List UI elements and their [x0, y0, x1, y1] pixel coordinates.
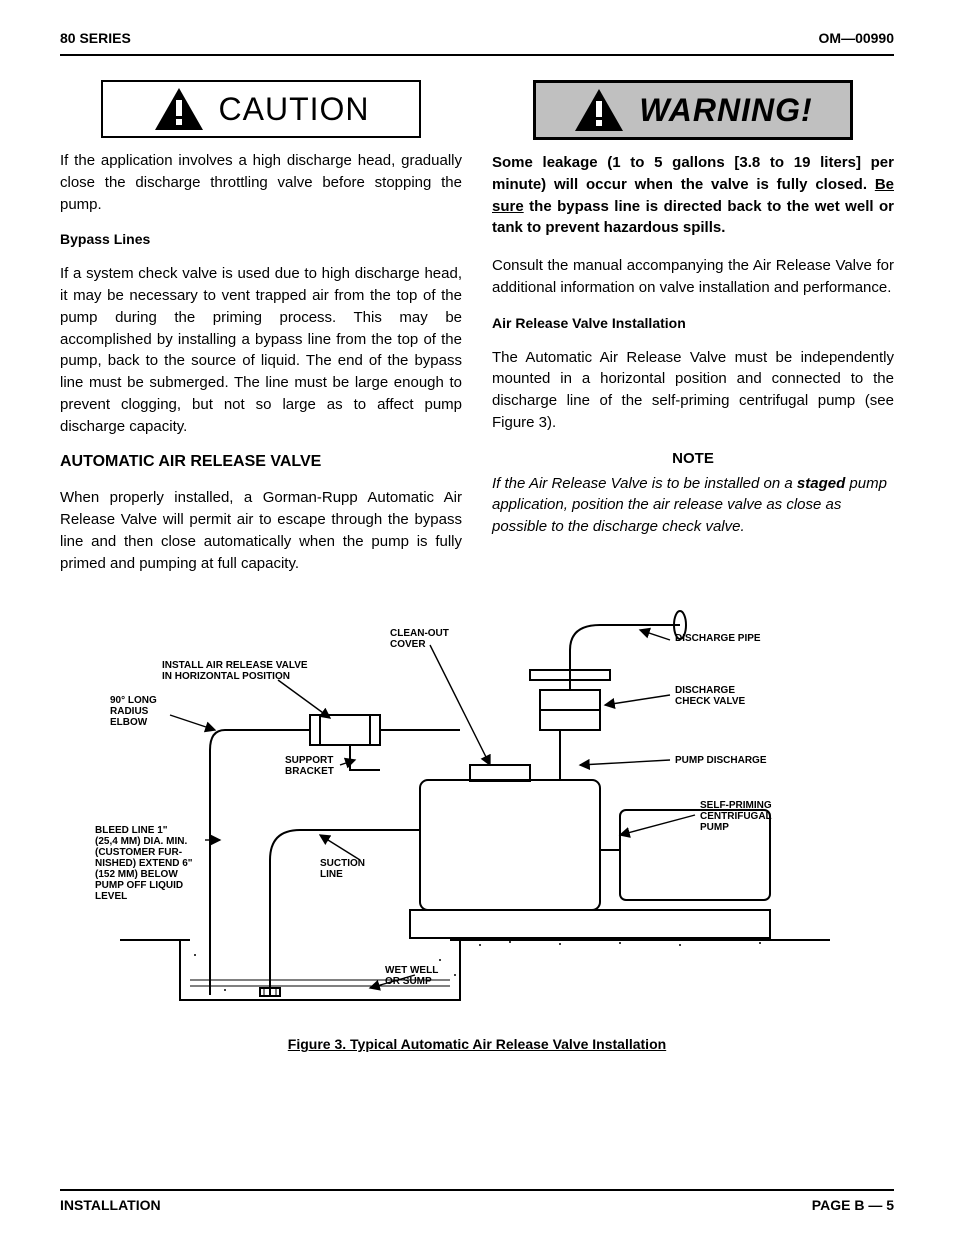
caution-text: If the application involves a high disch…	[60, 150, 462, 215]
page-footer: INSTALLATION PAGE B — 5	[60, 1189, 894, 1213]
label-bleed: BLEED LINE 1"(25,4 MM) DIA. MIN.(CUSTOME…	[95, 825, 205, 902]
note-staged: staged	[797, 475, 845, 492]
caution-box: CAUTION	[101, 80, 421, 138]
install-text: The Automatic Air Release Valve must be …	[492, 347, 894, 434]
caution-title: CAUTION	[219, 91, 370, 128]
label-pump-discharge: PUMP DISCHARGE	[675, 755, 767, 766]
text-columns: CAUTION If the application involves a hi…	[60, 80, 894, 590]
aarv-text: When properly installed, a Gorman-Rupp A…	[60, 487, 462, 574]
warning-pre: Some leakage (1 to 5 gallons [3.8 to 19 …	[492, 154, 894, 193]
figure-3: CLEAN-OUTCOVER INSTALL AIR RELEASE VALVE…	[60, 600, 894, 1030]
label-discharge-check: DISCHARGECHECK VALVE	[675, 685, 745, 707]
label-elbow: 90° LONGRADIUSELBOW	[110, 695, 157, 728]
page-header: 80 SERIES OM—00990	[60, 30, 894, 56]
footer-page: PAGE B — 5	[812, 1197, 894, 1213]
caution-triangle-icon	[153, 86, 205, 132]
header-docnum: OM—00990	[819, 30, 894, 46]
label-discharge-pipe: DISCHARGE PIPE	[675, 633, 761, 644]
note-heading: NOTE	[492, 450, 894, 467]
aarv-heading: AUTOMATIC AIR RELEASE VALVE	[60, 453, 462, 471]
warning-consult: Consult the manual accompanying the Air …	[492, 255, 894, 299]
warning-post: the bypass line is directed back to the …	[492, 198, 894, 237]
note-text: If the Air Release Valve is to be instal…	[492, 473, 894, 538]
label-suction: SUCTIONLINE	[320, 858, 365, 880]
header-series: 80 SERIES	[60, 30, 131, 46]
warning-text: Some leakage (1 to 5 gallons [3.8 to 19 …	[492, 152, 894, 239]
label-self-priming: SELF-PRIMINGCENTRIFUGALPUMP	[700, 800, 772, 833]
warning-title: WARNING!	[639, 92, 812, 129]
footer-section: INSTALLATION	[60, 1197, 161, 1213]
label-support: SUPPORTBRACKET	[285, 755, 334, 777]
label-wetwell: WET WELLOR SUMP	[385, 965, 438, 987]
bypass-heading: Bypass Lines	[60, 231, 462, 247]
bypass-text: If a system check valve is used due to h…	[60, 263, 462, 437]
warning-box: WARNING!	[533, 80, 853, 140]
right-column: WARNING! Some leakage (1 to 5 gallons [3…	[492, 80, 894, 590]
label-cleanout: CLEAN-OUTCOVER	[390, 628, 449, 650]
label-install-arv: INSTALL AIR RELEASE VALVEIN HORIZONTAL P…	[162, 660, 308, 682]
left-column: CAUTION If the application involves a hi…	[60, 80, 462, 590]
warning-triangle-icon	[573, 87, 625, 133]
figure-caption: Figure 3. Typical Automatic Air Release …	[60, 1036, 894, 1052]
install-heading: Air Release Valve Installation	[492, 315, 894, 331]
note-pre: If the Air Release Valve is to be instal…	[492, 475, 797, 492]
